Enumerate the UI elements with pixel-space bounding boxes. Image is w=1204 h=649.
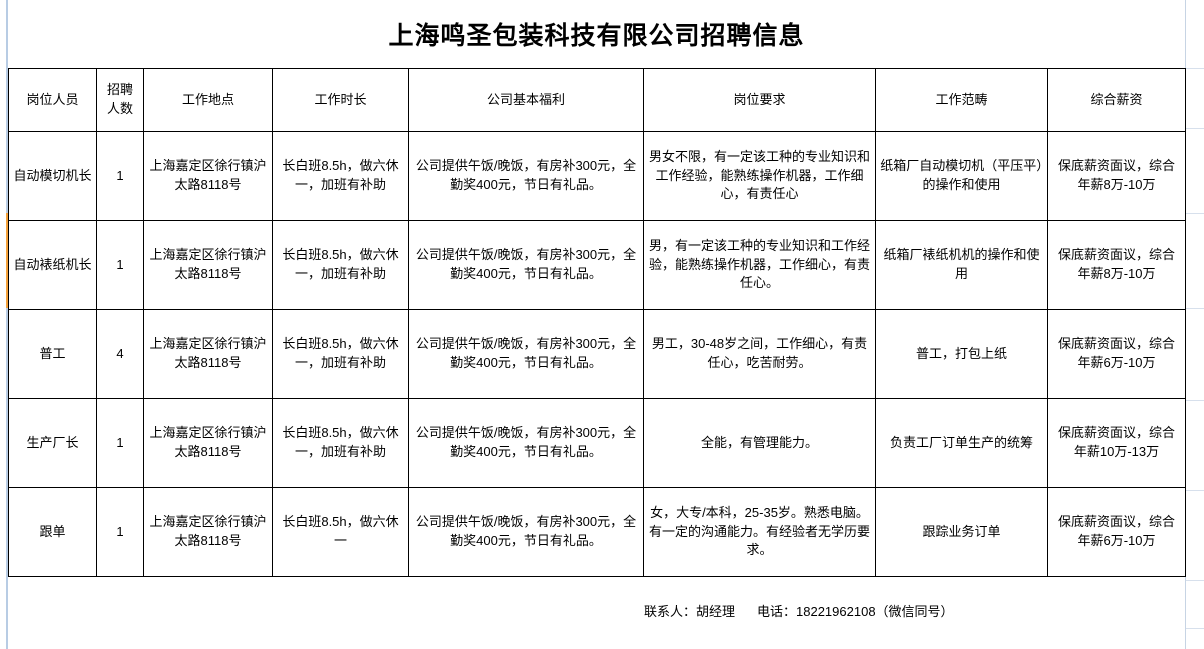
cell-benefits: 公司提供午饭/晚饭，有房补300元，全勤奖400元，节日有礼品。 bbox=[408, 487, 644, 577]
contact-info: 联系人：胡经理 电话：18221962108（微信同号） bbox=[644, 598, 1184, 622]
grid-horizontal-r3 bbox=[1186, 400, 1204, 401]
column-header-work-hours: 工作时长 bbox=[272, 68, 409, 132]
cell-position: 自动模切机长 bbox=[8, 131, 97, 221]
contact-phone: 电话：18221962108（微信同号） bbox=[757, 603, 954, 619]
column-header-location: 工作地点 bbox=[143, 68, 273, 132]
cell-benefits: 公司提供午饭/晚饭，有房补300元，全勤奖400元，节日有礼品。 bbox=[408, 220, 644, 310]
column-header-position: 岗位人员 bbox=[8, 68, 97, 132]
cell-benefits: 公司提供午饭/晚饭，有房补300元，全勤奖400元，节日有礼品。 bbox=[408, 309, 644, 399]
cell-scope: 跟踪业务订单 bbox=[875, 487, 1048, 577]
column-header-benefits: 公司基本福利 bbox=[408, 68, 644, 132]
table-row: 生产厂长 1 上海嘉定区徐行镇沪太路8118号 长白班8.5h，做六休一，加班有… bbox=[8, 398, 1186, 488]
table-row: 普工 4 上海嘉定区徐行镇沪太路8118号 长白班8.5h，做六休一，加班有补助… bbox=[8, 309, 1186, 399]
cell-scope: 普工，打包上纸 bbox=[875, 309, 1048, 399]
cell-location: 上海嘉定区徐行镇沪太路8118号 bbox=[143, 398, 273, 488]
row-edge-accent-default bbox=[6, 0, 8, 649]
table-row: 跟单 1 上海嘉定区徐行镇沪太路8118号 长白班8.5h，做六休一 公司提供午… bbox=[8, 487, 1186, 577]
cell-location: 上海嘉定区徐行镇沪太路8118号 bbox=[143, 309, 273, 399]
cell-benefits: 公司提供午饭/晚饭，有房补300元，全勤奖400元，节日有礼品。 bbox=[408, 398, 644, 488]
cell-position: 普工 bbox=[8, 309, 97, 399]
cell-salary: 保底薪资面议，综合年薪6万-10万 bbox=[1047, 309, 1186, 399]
cell-headcount: 1 bbox=[96, 398, 144, 488]
cell-requirements: 全能，有管理能力。 bbox=[643, 398, 876, 488]
cell-work-hours: 长白班8.5h，做六休一，加班有补助 bbox=[272, 131, 409, 221]
grid-horizontal-r1 bbox=[1186, 213, 1204, 214]
column-header-headcount-line2: 人数 bbox=[106, 101, 133, 116]
cell-benefits: 公司提供午饭/晚饭，有房补300元，全勤奖400元，节日有礼品。 bbox=[408, 131, 644, 221]
cell-work-hours: 长白班8.5h，做六休一，加班有补助 bbox=[272, 220, 409, 310]
job-listing-table: 岗位人员 招聘 人数 工作地点 工作时长 公司基本福利 岗位要求 工作范畴 综合… bbox=[8, 68, 1186, 577]
column-header-headcount-line1: 招聘 bbox=[106, 82, 133, 98]
grid-horizontal-footer bbox=[1186, 628, 1204, 629]
cell-headcount: 1 bbox=[96, 487, 144, 577]
cell-position: 自动裱纸机长 bbox=[8, 220, 97, 310]
cell-salary: 保底薪资面议，综合年薪8万-10万 bbox=[1047, 220, 1186, 310]
table-row: 自动裱纸机长 1 上海嘉定区徐行镇沪太路8118号 长白班8.5h，做六休一，加… bbox=[8, 220, 1186, 310]
table-header-row: 岗位人员 招聘 人数 工作地点 工作时长 公司基本福利 岗位要求 工作范畴 综合… bbox=[8, 68, 1186, 132]
cell-requirements: 男女不限，有一定该工种的专业知识和工作经验，能熟练操作机器，工作细心，有责任心 bbox=[643, 131, 876, 221]
grid-horizontal-header bbox=[1186, 128, 1204, 129]
cell-salary: 保底薪资面议，综合年薪6万-10万 bbox=[1047, 487, 1186, 577]
cell-requirements: 男工，30-48岁之间，工作细心，有责任心，吃苦耐劳。 bbox=[643, 309, 876, 399]
column-header-headcount: 招聘 人数 bbox=[96, 68, 144, 132]
cell-salary: 保底薪资面议，综合年薪10万-13万 bbox=[1047, 398, 1186, 488]
column-header-scope: 工作范畴 bbox=[875, 68, 1048, 132]
cell-salary: 保底薪资面议，综合年薪8万-10万 bbox=[1047, 131, 1186, 221]
grid-horizontal-r2 bbox=[1186, 308, 1204, 309]
cell-headcount: 1 bbox=[96, 220, 144, 310]
cell-headcount: 1 bbox=[96, 131, 144, 221]
cell-work-hours: 长白班8.5h，做六休一 bbox=[272, 487, 409, 577]
cell-headcount: 4 bbox=[96, 309, 144, 399]
cell-requirements: 男，有一定该工种的专业知识和工作经验，能熟练操作机器，工作细心，有责任心。 bbox=[643, 220, 876, 310]
cell-location: 上海嘉定区徐行镇沪太路8118号 bbox=[143, 131, 273, 221]
column-header-requirements: 岗位要求 bbox=[643, 68, 876, 132]
table-row: 自动模切机长 1 上海嘉定区徐行镇沪太路8118号 长白班8.5h，做六休一，加… bbox=[8, 131, 1186, 221]
grid-horizontal-top bbox=[1186, 68, 1204, 69]
cell-scope: 纸箱厂裱纸机机的操作和使用 bbox=[875, 220, 1048, 310]
cell-location: 上海嘉定区徐行镇沪太路8118号 bbox=[143, 487, 273, 577]
column-header-salary: 综合薪资 bbox=[1047, 68, 1186, 132]
grid-vertical-right bbox=[1185, 0, 1186, 649]
cell-work-hours: 长白班8.5h，做六休一，加班有补助 bbox=[272, 398, 409, 488]
cell-scope: 纸箱厂自动模切机（平压平）的操作和使用 bbox=[875, 131, 1048, 221]
cell-requirements: 女，大专/本科，25-35岁。熟悉电脑。有一定的沟通能力。有经验者无学历要求。 bbox=[643, 487, 876, 577]
cell-work-hours: 长白班8.5h，做六休一，加班有补助 bbox=[272, 309, 409, 399]
row-edge-accent-selected bbox=[6, 213, 8, 308]
cell-scope: 负责工厂订单生产的统筹 bbox=[875, 398, 1048, 488]
page-title-text: 上海鸣圣包装科技有限公司招聘信息 bbox=[388, 23, 805, 50]
cell-position: 跟单 bbox=[8, 487, 97, 577]
cell-position: 生产厂长 bbox=[8, 398, 97, 488]
grid-horizontal-r4 bbox=[1186, 490, 1204, 491]
page-title: 上海鸣圣包装科技有限公司招聘信息 bbox=[8, 0, 1185, 68]
grid-horizontal-r5 bbox=[1186, 580, 1204, 581]
cell-location: 上海嘉定区徐行镇沪太路8118号 bbox=[143, 220, 273, 310]
contact-person: 联系人：胡经理 bbox=[644, 603, 736, 619]
